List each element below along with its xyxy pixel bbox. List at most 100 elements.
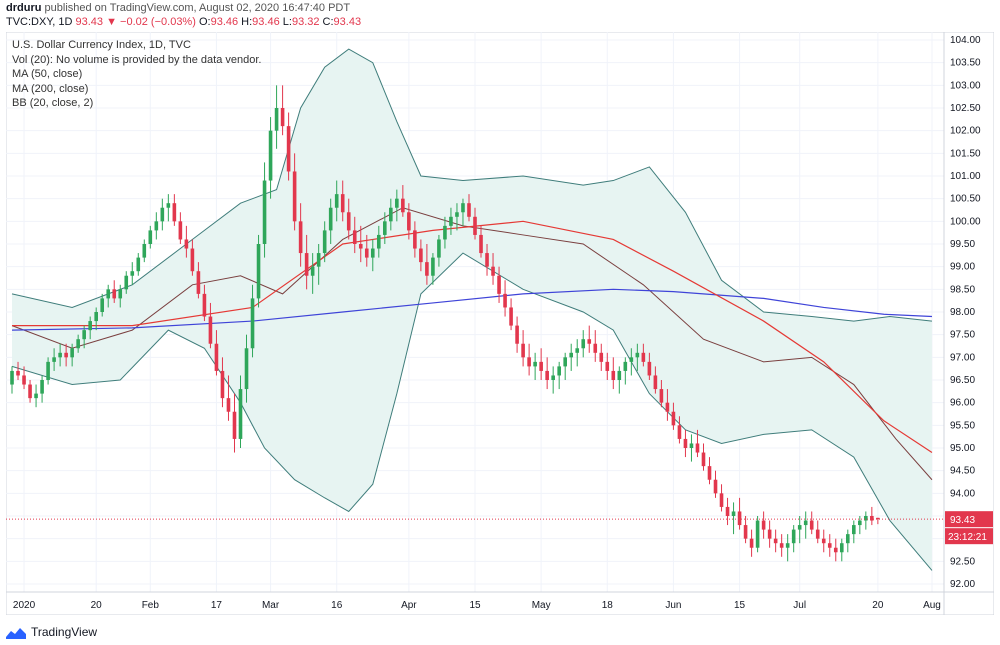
time-tick-label: Aug	[923, 600, 941, 611]
candle-body	[304, 253, 309, 276]
candle-body	[250, 298, 255, 349]
candle-body	[533, 361, 537, 367]
candle-body	[310, 266, 315, 276]
candle-body	[509, 307, 513, 326]
candle-body	[262, 180, 267, 244]
author-name[interactable]: drduru	[6, 2, 42, 14]
candle-body	[611, 370, 616, 380]
time-tick-label: 17	[211, 600, 223, 611]
time-tick-label: Jun	[665, 600, 681, 611]
ohlc-close-value: 93.43	[333, 16, 362, 28]
candle-body	[695, 443, 700, 453]
candle-body	[232, 411, 237, 439]
candle-body	[154, 221, 159, 231]
candle-body	[551, 375, 555, 380]
candle-body	[130, 271, 135, 276]
price-tick-label: 100.00	[950, 216, 981, 227]
price-tick-label: 99.50	[950, 239, 975, 250]
legend-ma200[interactable]: MA (200, close)	[12, 82, 89, 95]
candle-body	[340, 194, 345, 213]
last-price-tag	[945, 511, 993, 528]
time-tick-label: 16	[331, 600, 343, 611]
legend-volume[interactable]: Vol (20): No volume is provided by the d…	[12, 53, 262, 66]
candle-body	[196, 271, 201, 294]
price-tick-label: 96.50	[950, 375, 975, 386]
candle-body	[437, 239, 441, 258]
legend-ma50[interactable]: MA (50, close)	[12, 68, 83, 80]
candle-body	[629, 357, 634, 362]
candle-body	[767, 529, 772, 539]
candle-body	[316, 253, 321, 267]
time-tick-label: 15	[469, 600, 481, 611]
candle-body	[779, 543, 784, 548]
price-tick-label: 101.00	[950, 171, 981, 182]
candle-body	[100, 298, 105, 312]
candle-body	[569, 352, 574, 358]
candle-body	[671, 411, 676, 426]
candle-body	[839, 543, 844, 553]
candle-body	[64, 352, 68, 358]
price-tick-label: 103.00	[950, 80, 981, 91]
candlesticks	[10, 85, 880, 562]
candle-body	[563, 357, 567, 367]
time-tick-label: 20	[872, 600, 884, 611]
price-tick-label: 96.00	[950, 398, 975, 409]
candle-body	[743, 525, 748, 539]
symbol-label[interactable]: TVC:DXY, 1D	[6, 16, 73, 28]
price-chart[interactable]: 104.00 103.50 103.00 102.50 102.00 101.50 101.…	[6, 32, 994, 615]
candle-body	[172, 203, 177, 222]
candle-body	[497, 275, 501, 294]
candle-body	[587, 339, 592, 344]
candle-body	[527, 357, 531, 367]
tradingview-logo-icon	[6, 627, 26, 639]
price-tick-label: 98.50	[950, 284, 975, 295]
ma200-line	[12, 288, 933, 331]
candle-body	[370, 248, 375, 258]
candle-body	[707, 466, 712, 480]
candle-body	[58, 352, 62, 358]
candle-body	[202, 293, 207, 317]
time-tick-label: Jul	[793, 600, 806, 611]
candle-body	[858, 520, 862, 526]
candle-body	[124, 275, 129, 290]
tradingview-brand: TradingView	[31, 625, 98, 639]
price-tick-label: 94.50	[950, 466, 975, 477]
candle-body	[731, 511, 736, 516]
ohlc-high-label: H:	[241, 16, 253, 28]
bb-basis-line	[11, 207, 933, 481]
legend-bb[interactable]: BB (20, close, 2)	[12, 97, 94, 109]
price-tick-label: 99.00	[950, 262, 975, 273]
legend-series-title[interactable]: U.S. Dollar Currency Index, 1D, TVC	[12, 39, 191, 51]
candle-body	[870, 516, 874, 521]
candle-body	[112, 289, 117, 299]
candle-body	[184, 239, 189, 249]
candle-body	[280, 108, 285, 127]
candle-body	[52, 357, 56, 362]
tradingview-footer[interactable]: TradingView	[6, 622, 97, 642]
candle-body	[833, 547, 838, 553]
candle-body	[852, 525, 856, 535]
candle-body	[34, 393, 38, 399]
time-tick-label: Feb	[142, 600, 160, 611]
candle-body	[797, 525, 802, 530]
chart-legend: U.S. Dollar Currency Index, 1D, TVC Vol …	[12, 38, 261, 111]
candle-body	[166, 203, 171, 208]
candle-body	[623, 361, 628, 371]
candle-body	[557, 366, 561, 376]
price-tick-label: 94.00	[950, 488, 975, 499]
candle-body	[413, 230, 417, 249]
candle-body	[821, 538, 826, 544]
time-axis[interactable]: 2020 20 Feb 17 Mar 16 Apr 15 May 18 Jun 15 Jul 20 Aug	[6, 591, 994, 611]
candle-body	[358, 244, 363, 249]
candle-body	[773, 538, 778, 544]
candle-body	[503, 293, 507, 308]
candle-body	[443, 225, 447, 240]
candle-body	[292, 171, 297, 222]
candle-body	[659, 389, 664, 403]
price-tick-label: 92.50	[950, 556, 975, 567]
candle-body	[190, 248, 195, 272]
candle-body	[713, 479, 718, 494]
candle-body	[28, 384, 32, 399]
time-tick-label: 15	[734, 600, 746, 611]
price-tick-label: 101.50	[950, 148, 981, 159]
